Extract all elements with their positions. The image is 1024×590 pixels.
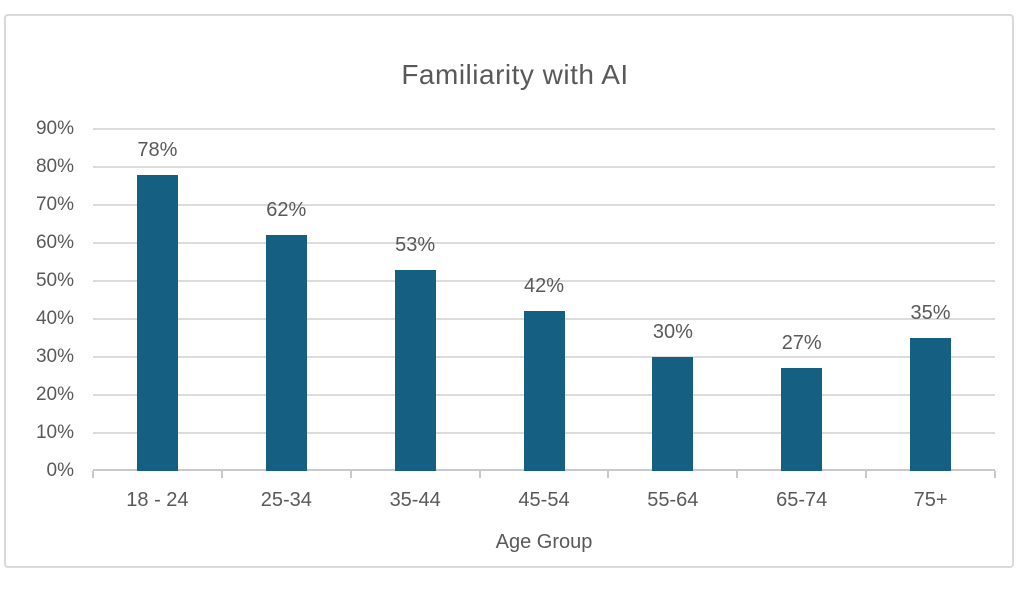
x-axis-title: Age Group — [495, 531, 593, 553]
bar — [910, 338, 952, 471]
bar-data-label: 53% — [395, 233, 436, 256]
bar — [394, 269, 436, 471]
x-axis-tick-mark — [220, 471, 223, 478]
x-axis-tick-mark — [92, 471, 94, 478]
x-axis-tick-mark — [478, 471, 481, 478]
gridline — [93, 280, 995, 282]
x-axis-tick-mark — [865, 471, 868, 478]
gridline — [93, 204, 995, 206]
bar-data-label: 62% — [266, 199, 307, 222]
bar-data-label: 35% — [910, 302, 951, 324]
x-axis-tick-mark — [349, 471, 352, 478]
y-tick-label: 80% — [35, 156, 74, 177]
x-category-label: 55-64 — [647, 489, 699, 511]
y-tick-label: 50% — [35, 270, 74, 291]
bar — [136, 174, 178, 471]
bar — [652, 357, 694, 471]
y-tick-label: 60% — [35, 232, 74, 253]
x-category-label: 25-34 — [260, 489, 312, 511]
bar-data-label: 30% — [652, 321, 693, 343]
x-category-label: 18 - 24 — [126, 489, 189, 511]
bar-data-label: 27% — [781, 332, 822, 355]
bar — [781, 368, 823, 471]
x-category-label: 35-44 — [389, 489, 441, 511]
y-tick-label: 0% — [46, 460, 74, 481]
x-category-label: 75+ — [913, 489, 948, 511]
gridline — [93, 242, 995, 244]
x-category-label: 45-54 — [518, 489, 570, 511]
y-tick-label: 70% — [35, 194, 74, 215]
y-tick-label: 30% — [35, 346, 74, 367]
bar — [265, 235, 307, 471]
x-axis-tick-mark — [994, 471, 996, 478]
bar-data-label: 42% — [523, 275, 565, 298]
y-tick-label: 20% — [35, 384, 74, 405]
gridline — [93, 128, 995, 130]
x-category-label: 65-74 — [776, 489, 828, 511]
gridline — [93, 166, 995, 168]
x-axis-tick-mark — [607, 471, 610, 478]
y-tick-label: 90% — [35, 118, 74, 139]
y-tick-label: 10% — [35, 422, 74, 443]
plot-area: 78% 62% 53% 42% 30% 27% 35% — [92, 128, 996, 478]
chart-title: Familiarity with AI — [401, 59, 629, 90]
bar-data-label: 78% — [137, 138, 178, 161]
y-tick-label: 40% — [35, 308, 74, 329]
bar — [523, 311, 565, 471]
x-axis-tick-mark — [736, 471, 739, 478]
chart-frame: Familiarity with AI 78% 62% 53% 42% 30% 27% 35… — [4, 14, 1014, 568]
